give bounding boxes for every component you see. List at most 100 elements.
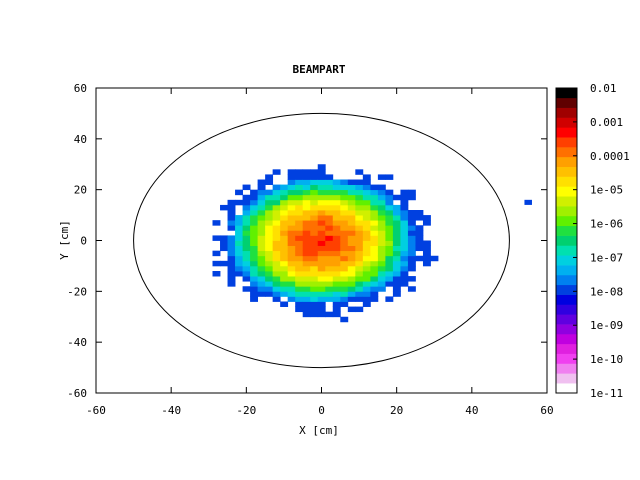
chart-title: BEAMPART <box>293 63 346 76</box>
heat-cell <box>340 210 349 216</box>
heat-cell <box>325 255 334 262</box>
heat-cell <box>422 255 431 262</box>
heat-cell <box>257 260 266 267</box>
heat-cell <box>212 235 221 241</box>
heat-cell <box>400 281 409 287</box>
heat-cell <box>400 204 409 211</box>
heat-cell <box>325 225 334 231</box>
heat-cell <box>340 296 349 302</box>
x-tick-label: -60 <box>86 404 106 417</box>
heat-cell <box>295 276 304 282</box>
heat-cell <box>370 240 379 246</box>
heat-cell <box>317 286 326 292</box>
heat-cell <box>355 296 364 302</box>
heat-cell <box>407 245 416 252</box>
heat-cell <box>385 189 394 196</box>
heat-cell <box>377 210 386 216</box>
heat-cell <box>355 286 364 292</box>
heat-cell <box>272 286 281 292</box>
heat-cell <box>257 240 266 246</box>
heat-cell <box>250 255 259 262</box>
colorbar-segment <box>556 383 577 394</box>
heat-cell <box>227 281 236 287</box>
heat-cell <box>317 210 326 216</box>
heat-cell <box>235 271 243 277</box>
y-tick-label: 40 <box>74 133 87 146</box>
heat-cell <box>310 189 319 196</box>
heat-cell <box>250 240 259 246</box>
heat-cell <box>280 225 289 231</box>
heat-cell <box>302 210 311 216</box>
heat-cell <box>347 215 356 221</box>
heat-cell <box>400 220 409 226</box>
heat-cell <box>317 240 326 246</box>
heat-cell <box>310 306 319 313</box>
heat-cell <box>355 265 364 272</box>
heat-cell <box>370 286 379 292</box>
heat-cell <box>392 240 401 246</box>
colorbar-segment <box>556 284 577 295</box>
heat-cell <box>317 235 326 241</box>
heat-cell <box>302 204 311 211</box>
heat-cell <box>392 194 401 201</box>
heat-cell <box>415 235 424 241</box>
heat-cell <box>280 286 289 292</box>
heat-cell <box>370 215 379 221</box>
heat-cell <box>295 301 304 307</box>
heat-cell <box>392 235 401 241</box>
heat-cell <box>385 296 394 302</box>
heat-cell <box>325 291 334 297</box>
heat-cell <box>317 204 326 211</box>
heat-cell <box>302 169 311 175</box>
heat-cell <box>422 250 431 257</box>
heat-cell <box>265 179 274 185</box>
heat-cell <box>392 260 401 267</box>
heat-cell <box>347 179 356 185</box>
heat-cell <box>347 255 356 262</box>
heat-cell <box>332 225 341 231</box>
heat-cell <box>325 174 334 180</box>
heat-cell <box>362 301 371 307</box>
heat-cell <box>257 281 266 287</box>
heat-cell <box>310 265 319 272</box>
colorbar-segment <box>556 107 577 118</box>
heat-cell <box>250 271 259 277</box>
heat-cell <box>355 204 364 211</box>
heat-cell <box>415 230 424 236</box>
colorbar-segment <box>556 265 577 276</box>
heat-cell <box>407 235 416 241</box>
colorbar-tick-label: 1e-05 <box>590 184 623 197</box>
heat-cell <box>347 230 356 236</box>
heat-cell <box>272 210 281 216</box>
heat-cell <box>332 265 341 272</box>
heat-cell <box>362 199 371 206</box>
heat-cell <box>370 291 379 297</box>
heat-cell <box>310 260 319 267</box>
heat-cell <box>385 194 394 201</box>
heat-cell <box>242 265 251 272</box>
heat-cell <box>280 210 289 216</box>
heat-cell <box>287 255 296 262</box>
heat-cell <box>332 255 341 262</box>
heat-cell <box>407 194 416 201</box>
heat-cell <box>332 230 341 236</box>
heat-cell <box>227 265 236 272</box>
heat-cell <box>370 230 379 236</box>
heat-cell <box>362 271 371 277</box>
heat-cell <box>227 220 236 226</box>
heat-cell <box>280 240 289 246</box>
heat-cell <box>325 271 334 277</box>
heat-cell <box>332 286 341 292</box>
heat-cell <box>227 215 236 221</box>
heat-cell <box>385 220 394 226</box>
heat-cell <box>272 230 281 236</box>
heat-cell <box>310 220 319 226</box>
heat-cell <box>385 230 394 236</box>
colorbar-tick-label: 1e-06 <box>590 218 623 231</box>
heat-cell <box>400 210 409 216</box>
heat-cell <box>400 276 409 282</box>
heat-cell <box>392 255 401 262</box>
heat-cell <box>242 260 251 267</box>
heat-cell <box>332 184 341 191</box>
heat-cell <box>310 286 319 292</box>
